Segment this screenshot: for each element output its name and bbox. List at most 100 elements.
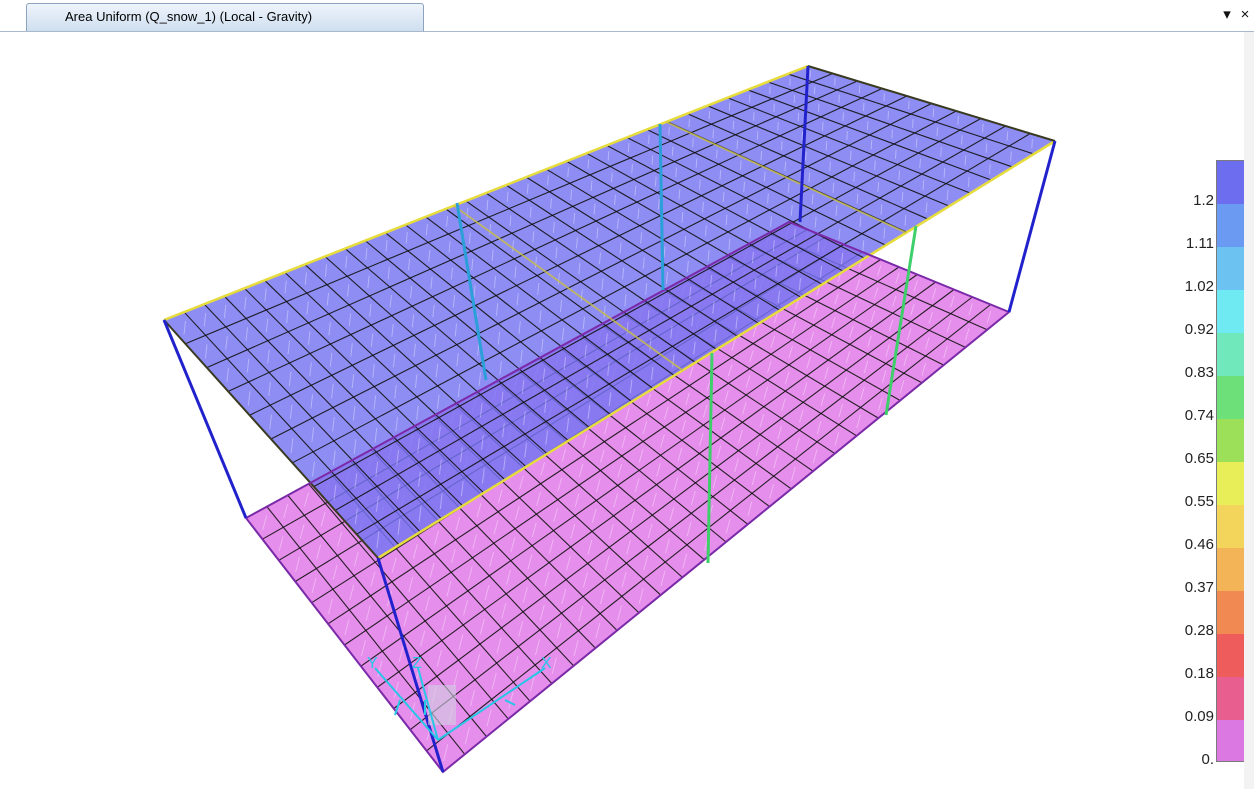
mesh-highlight [730,263,734,276]
mesh-highlight [434,530,439,545]
mesh-highlight [627,143,630,153]
mesh-highlight [450,267,453,280]
mesh-highlight [637,208,640,220]
roof-edge-front [377,139,1056,560]
mesh-highlight [943,167,946,178]
mesh-highlight [474,653,481,670]
mesh-highlight [598,252,602,265]
model-3d-viewport[interactable]: X Y Z 1.2 1.11 1.02 0.92 0.83 0.74 0.65 0.55 0.46 0… [0,32,1254,789]
roof-beam [665,121,907,234]
mesh-highlight [316,544,322,560]
mesh-highlight [950,295,955,308]
mesh-highlight [418,506,422,522]
mesh-highlight [760,150,763,161]
mesh-highlight [838,404,844,418]
mesh-highlight [332,450,336,466]
mesh-highlight [578,262,581,275]
slab-mesh-line [393,289,955,709]
mesh-highlight [870,310,876,323]
mesh-highlight [885,344,890,357]
mesh-highlight [389,294,392,308]
mesh-highlight [749,350,754,362]
mesh-highlight [541,338,544,352]
mesh-highlight [481,468,485,484]
mesh-highlight [489,224,492,236]
mesh-highlight [856,193,859,204]
legend-label: 0.74 [1184,406,1214,424]
mesh-highlight [387,267,390,280]
mesh-highlight [643,555,649,571]
mesh-highlight [489,552,495,567]
mesh-highlight [434,333,437,347]
mesh-highlight [845,351,851,364]
mesh-highlight [407,258,411,271]
mesh-highlight [825,141,828,151]
mesh-highlight [416,405,419,420]
mesh-highlight [763,171,766,182]
mesh-highlight [587,540,593,555]
mesh-highlight [290,438,294,454]
mesh-highlight [565,555,571,571]
mesh-highlight [651,155,654,165]
tab-area-uniform[interactable]: Area Uniform (Q_snow_1) (Local - Gravity… [26,3,424,31]
legend-label: 0.09 [1184,707,1214,725]
mesh-highlight [567,167,569,178]
mesh-highlight [518,321,521,334]
mesh-highlight [821,121,824,131]
mesh-highlight [460,481,464,497]
mesh-highlight [601,278,604,291]
mesh-highlight [578,605,584,622]
legend-swatch [1217,548,1245,592]
mesh-highlight [527,554,533,570]
mesh-highlight [654,176,657,187]
mesh-highlight [931,288,937,300]
mesh-highlight [770,335,775,348]
mesh-highlight [596,227,599,239]
mesh-highlight [1006,131,1009,141]
legend-swatch [1217,419,1245,463]
mesh-highlight [756,303,759,316]
x-axis-label: X [541,655,552,672]
mesh-highlight [793,228,796,240]
mesh-highlight [863,360,869,374]
mesh-highlight [570,523,576,539]
mesh-highlight [365,248,368,260]
column-member [884,225,918,416]
mesh-highlight [801,131,804,141]
mesh-highlight [466,207,469,219]
mesh-highlight [710,275,713,287]
mesh-highlight [565,386,568,401]
roof-mesh-line [206,80,858,369]
mesh-highlight [446,581,452,597]
close-icon[interactable]: × [1240,6,1250,23]
mesh-highlight [622,267,625,280]
dropdown-arrow-icon[interactable]: ▾ [1223,6,1231,23]
window-controls: ▾ × [1220,4,1252,26]
mesh-highlight [551,657,557,674]
model-view-canvas[interactable]: X Y Z [0,32,1160,789]
mesh-highlight [439,493,443,510]
mesh-highlight [986,310,992,324]
roof-edge-left [163,319,379,559]
mesh-highlight [985,143,988,153]
mesh-highlight [777,425,783,440]
mesh-highlight [352,406,356,421]
mesh-highlight [412,544,418,559]
mesh-highlight [521,380,525,394]
mesh-highlight [967,176,970,188]
mesh-highlight [328,322,331,336]
mesh-highlight [526,183,529,194]
mesh-highlight [846,131,848,141]
mesh-highlight [264,288,267,302]
mesh-highlight [817,240,820,252]
mesh-highlight [936,127,939,137]
slab-mesh-line [344,266,900,646]
mesh-highlight [370,571,376,587]
document-tab-bar: Area Uniform (Q_snow_1) (Local - Gravity… [0,0,1254,32]
mesh-highlight [544,398,547,413]
mesh-highlight [747,501,753,516]
mesh-highlight [395,416,398,432]
vertical-scrollbar[interactable] [1244,32,1254,789]
mesh-highlight [467,566,473,582]
mesh-highlight [329,352,333,367]
